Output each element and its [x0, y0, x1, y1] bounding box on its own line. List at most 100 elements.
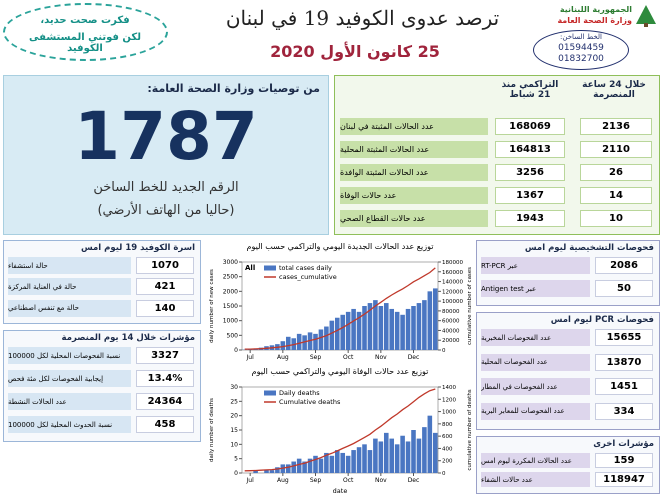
row-total: 164813: [495, 141, 565, 158]
panel-value: 334: [595, 402, 653, 420]
bar: [269, 470, 275, 473]
panel-label: نسبة الفحوصات المحلية لكل 100000: [8, 347, 131, 364]
x-tick-label: Dec: [408, 354, 420, 361]
bar: [280, 341, 286, 350]
y2-tick-label: 600: [442, 434, 453, 440]
panel-label: حالة في العناية المركزة: [8, 278, 131, 296]
panel-label: عدد حالات الشفاء: [481, 472, 590, 487]
bar: [324, 326, 329, 350]
bar: [411, 430, 416, 473]
panel-value: 1070: [136, 257, 194, 274]
y-tick-label: 3000: [223, 259, 238, 266]
cumulative-line: [244, 267, 436, 350]
slogan-line: فكرت صحت حديد،: [40, 15, 130, 26]
bar: [422, 300, 427, 350]
bar: [329, 320, 335, 350]
ministry-line: الجمهورية اللبنانية: [559, 5, 632, 14]
y-tick-label: 20: [230, 413, 238, 420]
panel-label: إيجابية الفحوصات لكل مئة فحص: [8, 370, 131, 387]
hotline-number: 01594459: [558, 43, 604, 53]
bar: [356, 311, 362, 350]
bar: [378, 441, 384, 473]
bar: [345, 455, 351, 473]
legend-label: cases_cumulative: [279, 273, 337, 281]
bar: [383, 303, 389, 350]
bar: [307, 458, 313, 473]
hotline-box: [3, 75, 329, 235]
panel-value: 159: [595, 453, 653, 468]
panel-label: عدد الفحوصات المخبرية: [481, 329, 590, 346]
panel-value: 24364: [136, 393, 194, 410]
y-tick-label: 2500: [223, 274, 238, 281]
bar: [356, 447, 362, 473]
panel-value: 421: [136, 278, 194, 296]
bar: [334, 450, 340, 473]
bar: [394, 311, 400, 350]
bar: [307, 332, 313, 350]
bar: [318, 329, 324, 350]
panel-label: عدد الفحوصات للمعابر البرية: [481, 402, 590, 420]
legend-swatch: [264, 390, 276, 396]
y-tick-label: 1500: [223, 303, 238, 310]
panel-label: عبر RT-PCR: [481, 257, 590, 274]
y2-tick-label: 800: [442, 422, 453, 428]
panel-value: 1451: [595, 378, 653, 395]
legend-label: Cumulative deaths: [279, 398, 341, 406]
bar: [367, 303, 373, 350]
bar: [394, 444, 400, 473]
bar: [432, 432, 438, 473]
legend-label: Daily deaths: [279, 389, 320, 397]
y2-tick-label: 0: [442, 348, 446, 354]
hotline-number: 01832700: [558, 54, 604, 64]
x-tick-label: Dec: [408, 477, 420, 484]
bar: [340, 314, 346, 350]
bar: [318, 458, 324, 473]
y2-tick-label: 400: [442, 446, 453, 452]
title: ترصد عدوى الكوفيد 19 في لبنان: [225, 6, 500, 30]
bar: [285, 464, 291, 473]
y-tick-label: 15: [230, 427, 238, 434]
y-label: daily number of new cases: [209, 269, 215, 343]
bar: [253, 470, 258, 473]
y2-tick-label: 200: [442, 459, 453, 465]
bar: [329, 455, 335, 473]
bar: [313, 333, 318, 350]
bar: [334, 317, 340, 350]
bar: [432, 288, 438, 350]
row-day: 2110: [580, 141, 652, 158]
hotline-note: (حاليا من الهاتف الأرضي): [97, 203, 235, 218]
hotline-label: الخط الساخن:: [560, 33, 602, 41]
bar: [340, 452, 346, 473]
row-day: 14: [580, 187, 652, 204]
y2-tick-label: 160000: [442, 270, 463, 276]
bar: [422, 427, 427, 473]
bar: [427, 415, 433, 473]
x-tick-label: Nov: [375, 477, 387, 484]
bar: [367, 450, 373, 473]
row-label: عدد حالات القطاع الصحي: [340, 210, 488, 227]
x-tick-label: Aug: [277, 477, 289, 484]
panel-value: 118947: [595, 472, 653, 487]
summary-header: خلال 24 ساعة المنصرمة: [582, 80, 646, 100]
cedar-icon: [636, 5, 656, 27]
bar: [345, 311, 351, 350]
annotation: All: [245, 264, 255, 272]
x-tick-label: Oct: [343, 477, 354, 484]
row-total: 1943: [495, 210, 565, 227]
y-tick-label: 2000: [223, 288, 238, 295]
bar: [296, 333, 302, 350]
x-tick-label: Jul: [246, 477, 255, 484]
panel-title: مؤشرات خلال 14 يوم المنصرمة: [61, 333, 195, 343]
y-tick-label: 30: [230, 384, 238, 391]
y-label: daily number of deaths: [209, 398, 215, 462]
panel-value: 2086: [595, 257, 653, 274]
chart-title: توزيع عدد حالات الوفاة اليومي والتراكمي …: [252, 367, 429, 376]
y-tick-label: 10: [230, 441, 238, 448]
bar: [264, 470, 269, 473]
panel-title: مؤشرات اخرى: [593, 439, 654, 449]
row-day: 26: [580, 164, 652, 181]
y-tick-label: 0: [234, 347, 238, 354]
y2-tick-label: 40000: [442, 328, 460, 334]
bar: [405, 441, 411, 473]
y-tick-label: 5: [234, 456, 238, 463]
